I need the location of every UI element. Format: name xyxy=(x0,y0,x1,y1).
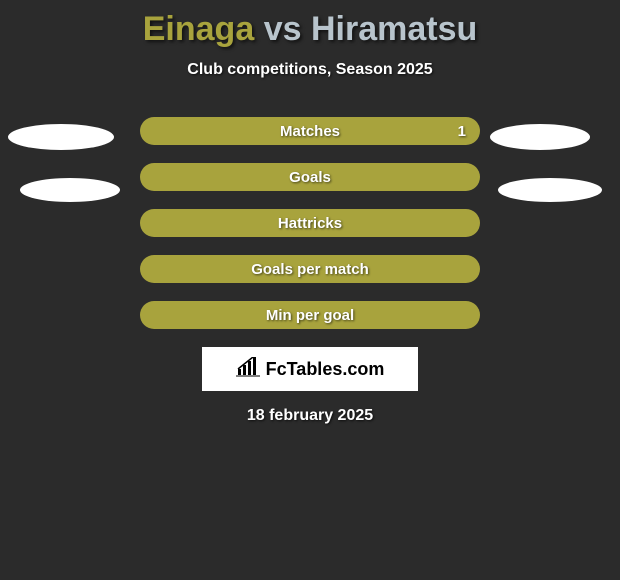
stat-bar: Goals per match xyxy=(140,255,480,283)
stat-row: Goals per match xyxy=(0,255,620,283)
stat-label: Goals xyxy=(289,169,331,186)
stat-bar: Goals xyxy=(140,163,480,191)
stat-bar: Min per goal xyxy=(140,301,480,329)
logo-text: FcTables.com xyxy=(266,359,385,380)
date-text: 18 february 2025 xyxy=(247,407,373,425)
stat-bar: Matches 1 xyxy=(140,117,480,145)
stat-row: Hattricks xyxy=(0,209,620,237)
page-title: Einaga vs Hiramatsu xyxy=(143,10,478,49)
stat-value: 1 xyxy=(458,123,466,140)
stat-label: Goals per match xyxy=(251,261,369,278)
stat-bar: Hattricks xyxy=(140,209,480,237)
stat-row: Min per goal xyxy=(0,301,620,329)
infographic-container: Einaga vs Hiramatsu Club competitions, S… xyxy=(0,0,620,425)
decorative-ellipse xyxy=(498,178,602,202)
stat-label: Matches xyxy=(280,123,340,140)
title-player2: Hiramatsu xyxy=(311,10,477,48)
decorative-ellipse xyxy=(20,178,120,202)
decorative-ellipse xyxy=(490,124,590,150)
bar-chart-icon xyxy=(236,357,260,382)
subtitle: Club competitions, Season 2025 xyxy=(187,61,432,79)
stat-label: Min per goal xyxy=(266,307,354,324)
stat-label: Hattricks xyxy=(278,215,342,232)
title-player1: Einaga xyxy=(143,10,254,48)
title-vs: vs xyxy=(264,10,302,48)
decorative-ellipse xyxy=(8,124,114,150)
logo-box: FcTables.com xyxy=(202,347,418,391)
